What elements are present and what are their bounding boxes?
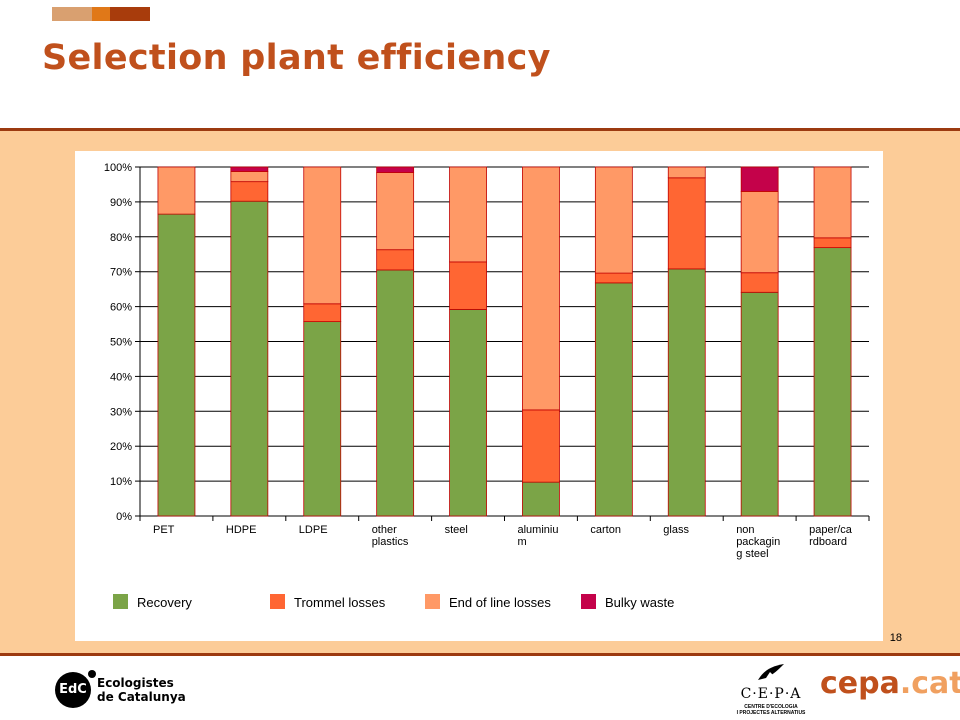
y-tick-label: 20% <box>110 441 132 453</box>
y-tick-label: 0% <box>116 511 132 523</box>
header-decoration-bar-2 <box>92 7 110 21</box>
header-decoration-bar-1 <box>52 7 92 21</box>
header-decoration-bar-3 <box>110 7 150 21</box>
x-tick-label: paper/ca <box>809 524 853 536</box>
x-tick-label: carton <box>590 524 621 536</box>
x-tick-label: glass <box>663 524 689 536</box>
cepa-cat-logo: cepa.cat <box>820 666 960 701</box>
cepa-subtitle-line1: CENTRE D'ECOLOGIA <box>744 704 798 710</box>
bar-segment-recovery <box>740 291 779 517</box>
edc-mark-icon: EdC <box>55 672 91 708</box>
bar-segment-recovery <box>449 308 487 517</box>
chart-panel: 0% 10% 20% 30% 40% 50% 60% 70% 80% 90% 100% PET HDPE… <box>75 151 883 641</box>
y-tick-label: 40% <box>110 371 132 383</box>
bird-icon <box>758 664 784 680</box>
bar-segment-trommel-losses <box>449 261 487 310</box>
page-number: 18 <box>889 632 902 644</box>
y-tick-label: 80% <box>110 232 132 244</box>
y-tick-label: 60% <box>110 302 132 314</box>
cepa-subtitle-line2: I PROJECTES ALTERNATIUS <box>736 710 806 716</box>
bar-segment-end-of-line-losses <box>594 166 633 274</box>
legend-label: Bulky waste <box>605 595 674 610</box>
legend-swatch <box>425 594 440 609</box>
bar-segment-recovery <box>813 247 852 517</box>
ecologistes-logo: EdC Ecologistes de Catalunya <box>55 668 195 712</box>
edc-dot-icon <box>88 670 96 678</box>
bar-segment-end-of-line-losses <box>303 166 342 305</box>
bar-segment-end-of-line-losses <box>813 166 852 239</box>
bar-segment-end-of-line-losses <box>230 171 269 183</box>
edc-name: Ecologistes de Catalunya <box>97 676 186 704</box>
bar-segment-bulky-waste <box>740 166 779 192</box>
x-tick-label: rdboard <box>809 536 847 548</box>
legend-swatch <box>113 594 128 609</box>
bar-segment-end-of-line-losses <box>522 166 560 411</box>
bar-segment-recovery <box>230 200 269 517</box>
bar-segment-end-of-line-losses <box>157 166 196 215</box>
bar-segment-recovery <box>376 269 415 517</box>
cepa-letters: C·E·P·A <box>740 686 802 702</box>
edc-name-line1: Ecologistes <box>97 676 174 690</box>
x-tick-label: other <box>372 524 397 536</box>
x-tick-label: PET <box>153 524 175 536</box>
stacked-bar-chart: 0% 10% 20% 30% 40% 50% 60% 70% 80% 90% 100% PET HDPE… <box>104 162 870 610</box>
cepa-cat-suffix: .cat <box>899 666 960 701</box>
y-tick-label: 30% <box>110 406 132 418</box>
legend-swatch <box>270 594 285 609</box>
y-tick-label: 10% <box>110 476 132 488</box>
bar-segment-recovery <box>303 321 342 517</box>
bar-segment-recovery <box>667 268 706 517</box>
bar-segment-trommel-losses <box>230 181 269 202</box>
bar-segment-trommel-losses <box>303 303 342 323</box>
x-tick-label: HDPE <box>226 524 257 536</box>
y-tick-label: 70% <box>110 267 132 279</box>
x-tick-label: m <box>518 536 527 548</box>
x-tick-label: steel <box>445 524 468 536</box>
bar-segment-trommel-losses <box>813 237 852 249</box>
cepa-logo: C·E·P·A CENTRE D'ECOLOGIA I PROJECTES AL… <box>726 662 816 718</box>
legend-swatch <box>581 594 596 609</box>
y-tick-label: 100% <box>104 162 132 174</box>
bar-segment-trommel-losses <box>740 272 779 293</box>
bar-segment-recovery <box>594 282 633 517</box>
edc-name-line2: de Catalunya <box>97 690 186 704</box>
bar-segment-trommel-losses <box>594 272 633 284</box>
x-tick-label: g steel <box>736 548 768 560</box>
x-tick-label: packagin <box>736 536 780 548</box>
bar-segment-end-of-line-losses <box>740 191 779 274</box>
bar-segment-trommel-losses <box>667 177 706 270</box>
cepa-cat-main: cepa <box>820 666 900 701</box>
bar-segment-trommel-losses <box>522 409 560 483</box>
x-tick-label: non <box>736 524 754 536</box>
bar-segment-bulky-waste <box>230 166 269 172</box>
x-tick-label: plastics <box>372 536 409 548</box>
bar-segment-end-of-line-losses <box>667 166 706 179</box>
bar-segment-recovery <box>522 481 560 517</box>
y-tick-label: 50% <box>110 337 132 349</box>
page-title: Selection plant efficiency <box>42 38 551 78</box>
bar-segment-recovery <box>157 213 196 517</box>
legend-label: End of line losses <box>449 595 551 610</box>
y-tick-label: 90% <box>110 197 132 209</box>
legend-label: Trommel losses <box>294 595 386 610</box>
x-tick-label: aluminiu <box>518 524 559 536</box>
bar-segment-trommel-losses <box>376 249 415 271</box>
bar-segment-end-of-line-losses <box>449 166 487 263</box>
bar-segment-bulky-waste <box>376 166 415 173</box>
cepa-subtitle: CENTRE D'ECOLOGIA I PROJECTES ALTERNATIU… <box>726 704 816 716</box>
legend-label: Recovery <box>137 595 192 610</box>
x-tick-label: LDPE <box>299 524 328 536</box>
bar-segment-end-of-line-losses <box>376 172 415 251</box>
